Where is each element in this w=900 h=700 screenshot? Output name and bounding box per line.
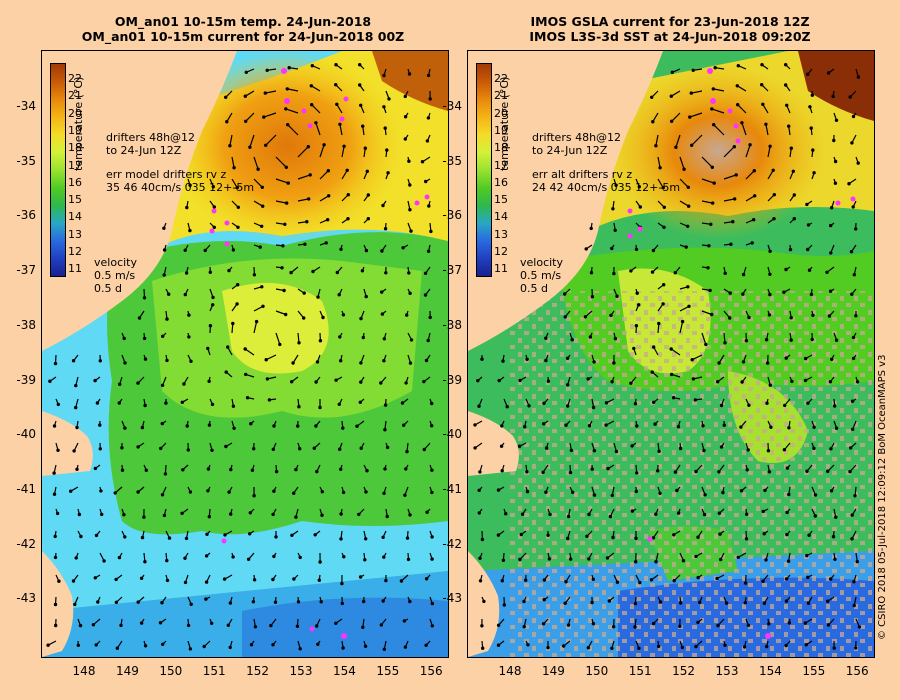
latitude-label: -42 <box>16 536 36 551</box>
left-err-line2: 35 46 40cm/s 035 12+-5m <box>106 181 255 194</box>
colorbar-tick: 21 <box>494 89 508 103</box>
latitude-label: -43 <box>442 591 462 606</box>
longitude-label: 154 <box>332 664 356 678</box>
colorbar-tick: 22 <box>494 72 508 85</box>
colorbar-tick: 12 <box>68 245 82 258</box>
latitude-label: -41 <box>16 481 36 496</box>
longitude-label: 149 <box>541 664 565 678</box>
colorbar-tick: 16 <box>494 175 508 189</box>
colorbar-tick: 18 <box>494 141 508 155</box>
latitude-label: -34 <box>16 99 36 113</box>
latitude-label: -43 <box>16 591 36 606</box>
longitude-label: 148 <box>498 664 522 678</box>
latitude-label: -35 <box>442 153 462 168</box>
right-current-vectors <box>473 63 862 650</box>
colorbar-tick: 20 <box>494 106 508 120</box>
right-velocity-label: velocity <box>520 256 563 269</box>
longitude-label: 151 <box>202 664 226 678</box>
longitude-label: 148 <box>72 664 96 678</box>
left-drifter-markers <box>209 68 430 639</box>
longitude-label: 149 <box>115 664 139 678</box>
left-velocity-scale: 0.5 m/s <box>94 269 136 282</box>
colorbar-tick: 15 <box>494 193 508 207</box>
latitude-label: -39 <box>442 372 462 387</box>
colorbar-tick: 17 <box>494 158 508 172</box>
colorbar-tick: 11 <box>494 262 508 276</box>
right-colorbar <box>476 63 492 277</box>
right-drifters-line1: drifters 48h@12 <box>532 131 622 144</box>
latitude-label: -39 <box>16 372 36 387</box>
left-title-line2: OM_an01 10-15m current for 24-Jun-2018 0… <box>81 29 405 44</box>
latitude-label: -38 <box>442 317 462 332</box>
longitude-label: 150 <box>159 664 183 678</box>
left-map-panel: temperature (°C) 22 21 20 19 18 17 16 15 14 13 12 1… <box>41 50 449 658</box>
left-title-line1: OM_an01 10-15m temp. 24-Jun-2018 <box>114 14 372 29</box>
colorbar-tick: 19 <box>494 123 508 137</box>
longitude-label: 152 <box>672 664 696 678</box>
left-err-line1: err model drifters rv z <box>106 168 227 181</box>
latitude-label: -41 <box>442 481 462 496</box>
colorbar-tick: 13 <box>68 227 82 241</box>
colorbar-tick: 22 <box>68 72 82 85</box>
colorbar-tick: 11 <box>68 262 82 276</box>
colorbar-tick: 12 <box>494 245 508 258</box>
left-current-vectors <box>46 63 434 651</box>
longitude-label: 155 <box>802 664 826 678</box>
right-map-canvas <box>468 51 874 657</box>
longitude-label: 153 <box>289 664 313 678</box>
longitude-label: 155 <box>376 664 400 678</box>
latitude-label: -42 <box>442 536 462 551</box>
latitude-label: -38 <box>16 317 36 332</box>
left-velocity-legend: velocity 0.5 m/s 0.5 d <box>94 256 137 295</box>
longitude-label: 153 <box>715 664 739 678</box>
right-err-legend: err alt drifters rv z 24 42 40cm/s 035 1… <box>532 168 680 194</box>
left-colorbar <box>50 63 66 277</box>
longitude-label: 151 <box>628 664 652 678</box>
colorbar-tick: 17 <box>68 158 82 172</box>
left-drifters-line1: drifters 48h@12 <box>106 131 196 144</box>
right-drifters-line2: to 24-Jun 12Z <box>532 144 608 157</box>
longitude-label: 156 <box>419 664 443 678</box>
latitude-label: -40 <box>442 427 462 442</box>
latitude-label: -37 <box>16 263 36 278</box>
latitude-label: -37 <box>442 263 462 278</box>
colorbar-tick: 15 <box>68 193 82 207</box>
right-err-line2: 24 42 40cm/s 035 12+-5m <box>532 181 681 194</box>
latitude-label: -34 <box>442 99 462 113</box>
right-velocity-scale: 0.5 m/s <box>520 269 562 282</box>
right-drifters-legend: drifters 48h@12 to 24-Jun 12Z <box>532 131 621 157</box>
credit-text: © CSIRO 2018 05-Jul-2018 12:09:12 BoM Oc… <box>877 354 888 640</box>
colorbar-tick: 21 <box>68 89 82 103</box>
right-map-panel: temperature (°C) 22 21 20 19 18 17 16 15 14 13 12 1… <box>467 50 875 658</box>
colorbar-tick: 18 <box>68 141 82 155</box>
longitude-label: 156 <box>845 664 869 678</box>
right-title-line1: IMOS GSLA current for 23-Jun-2018 12Z <box>530 14 810 29</box>
left-err-legend: err model drifters rv z 35 46 40cm/s 035… <box>106 168 254 194</box>
longitude-label: 154 <box>758 664 782 678</box>
right-err-line1: err alt drifters rv z <box>532 168 633 181</box>
right-velocity-time: 0.5 d <box>520 282 548 295</box>
longitude-label: 152 <box>246 664 270 678</box>
right-velocity-legend: velocity 0.5 m/s 0.5 d <box>520 256 563 295</box>
latitude-label: -40 <box>16 427 36 442</box>
left-map-canvas <box>42 51 448 657</box>
colorbar-tick: 19 <box>68 123 82 137</box>
left-velocity-label: velocity <box>94 256 137 269</box>
colorbar-tick: 20 <box>68 106 82 120</box>
latitude-label: -36 <box>16 208 36 223</box>
right-map-title: IMOS GSLA current for 23-Jun-2018 12Z IM… <box>460 14 880 44</box>
right-title-line2: IMOS L3S-3d SST at 24-Jun-2018 09:20Z <box>529 29 811 44</box>
left-drifters-legend: drifters 48h@12 to 24-Jun 12Z <box>106 131 195 157</box>
left-velocity-time: 0.5 d <box>94 282 122 295</box>
right-drifter-markers <box>627 68 856 639</box>
left-map-title: OM_an01 10-15m temp. 24-Jun-2018 OM_an01… <box>33 14 453 44</box>
left-drifters-line2: to 24-Jun 12Z <box>106 144 182 157</box>
colorbar-tick: 14 <box>494 210 508 224</box>
latitude-label: -36 <box>442 208 462 223</box>
colorbar-tick: 13 <box>494 227 508 241</box>
latitude-label: -35 <box>16 153 36 168</box>
colorbar-tick: 16 <box>68 175 82 189</box>
colorbar-tick: 14 <box>68 210 82 224</box>
longitude-label: 150 <box>585 664 609 678</box>
